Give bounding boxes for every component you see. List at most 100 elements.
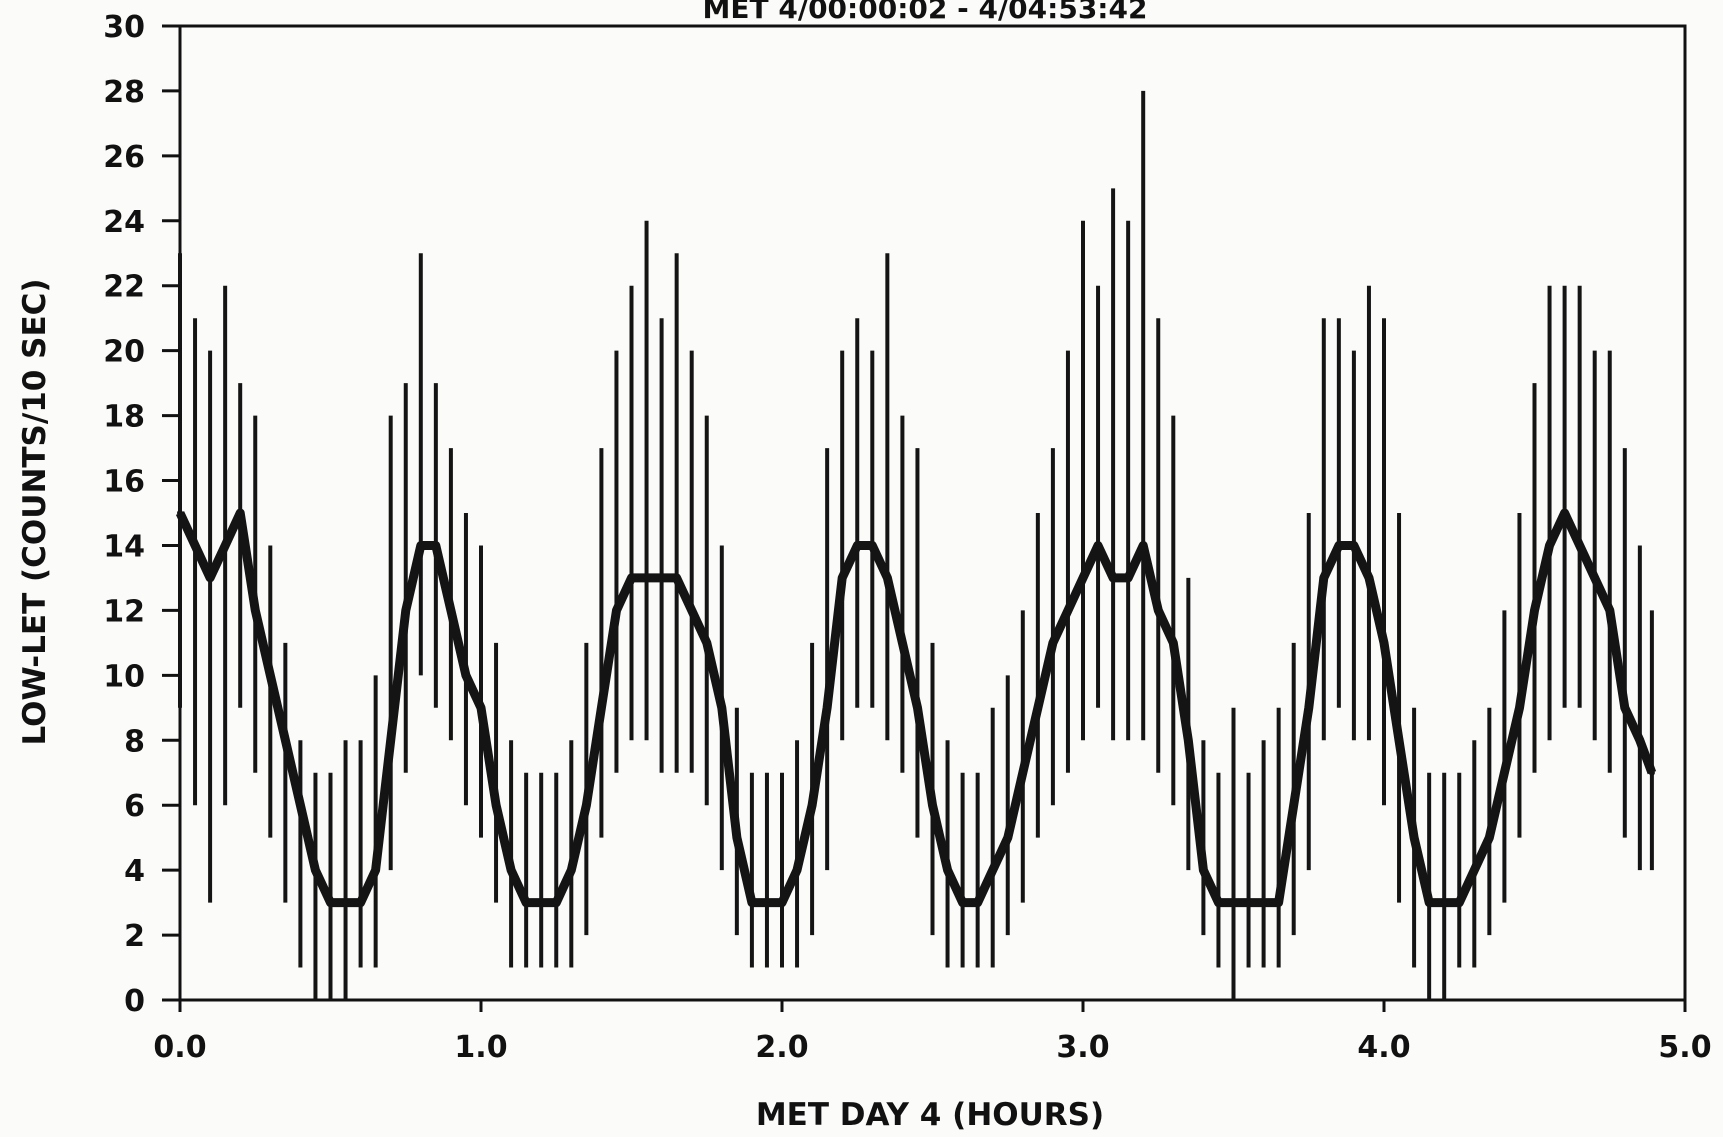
data-point	[432, 542, 439, 549]
data-point	[854, 542, 861, 549]
data-point	[402, 607, 409, 614]
y-tick-label: 30	[103, 10, 145, 45]
x-tick-label: 3.0	[1056, 1030, 1109, 1065]
data-point	[1621, 704, 1628, 711]
y-tick-label: 6	[124, 789, 145, 824]
data-point	[1049, 639, 1056, 646]
data-point	[1185, 737, 1192, 744]
data-point	[312, 867, 319, 874]
data-point	[372, 867, 379, 874]
x-tick-label: 5.0	[1658, 1030, 1711, 1065]
data-point	[1290, 802, 1297, 809]
data-point	[1411, 834, 1418, 841]
y-tick-label: 20	[103, 335, 145, 370]
data-point	[447, 607, 454, 614]
data-point	[1441, 899, 1448, 906]
y-tick-label: 8	[124, 724, 145, 759]
chart-title: MET 4/00:00:02 - 4/04:53:42	[703, 0, 1148, 25]
x-tick-label: 1.0	[454, 1030, 507, 1065]
y-tick-label: 24	[103, 205, 145, 240]
y-tick-label: 28	[103, 75, 145, 110]
data-point	[1320, 574, 1327, 581]
series-layer	[175, 90, 1657, 1000]
data-point	[748, 899, 755, 906]
data-point	[1080, 574, 1086, 581]
data-point	[1110, 574, 1117, 581]
data-point	[959, 899, 966, 906]
data-point	[222, 542, 229, 549]
data-point	[1034, 704, 1041, 711]
y-tick-label: 4	[124, 854, 145, 889]
data-point	[192, 542, 199, 549]
data-point	[1019, 769, 1026, 776]
data-point	[914, 704, 921, 711]
data-point	[1471, 867, 1478, 874]
data-point	[1546, 542, 1553, 549]
data-point	[1516, 704, 1523, 711]
data-point	[493, 802, 500, 809]
data-point	[1004, 834, 1011, 841]
data-point	[733, 834, 740, 841]
data-point	[1350, 542, 1357, 549]
data-point	[1486, 834, 1493, 841]
data-point	[718, 704, 725, 711]
data-point	[1170, 639, 1177, 646]
y-tick-label: 2	[124, 919, 145, 954]
data-point	[1140, 542, 1147, 549]
plot-area: 0.0 1.0 2.0 3.0 4.0 5.0 024681012141618202224…	[103, 10, 1711, 1065]
data-point	[508, 867, 515, 874]
data-point	[523, 899, 530, 906]
data-point	[1200, 867, 1207, 874]
data-point	[899, 639, 906, 646]
data-point	[568, 867, 575, 874]
data-point	[1305, 704, 1312, 711]
data-point	[417, 542, 424, 549]
x-tick-label: 2.0	[755, 1030, 808, 1065]
data-point	[357, 899, 364, 906]
data-point	[1456, 899, 1463, 906]
data-point	[643, 574, 650, 581]
data-point	[297, 802, 304, 809]
data-point	[1125, 574, 1132, 581]
x-tick-label: 0.0	[153, 1030, 206, 1065]
data-point	[1155, 607, 1162, 614]
y-tick-label: 0	[124, 984, 145, 1019]
data-point	[779, 899, 785, 906]
data-point	[1636, 737, 1643, 744]
y-tick-label: 22	[103, 270, 145, 305]
data-point	[538, 899, 545, 906]
y-tick-label: 18	[103, 400, 145, 435]
data-point	[1426, 899, 1433, 906]
data-point	[1606, 607, 1613, 614]
data-point	[809, 802, 816, 809]
y-tick-label: 16	[103, 465, 145, 500]
data-point	[462, 672, 469, 679]
data-point	[673, 574, 680, 581]
y-tick-label: 12	[103, 594, 145, 629]
data-point	[658, 574, 665, 581]
data-point	[703, 639, 710, 646]
data-point	[628, 574, 635, 581]
data-point	[1648, 769, 1655, 776]
y-axis-title: LOW-LET (COUNTS/10 SEC)	[17, 278, 53, 745]
data-point	[1260, 899, 1267, 906]
data-point	[989, 867, 996, 874]
data-point	[1396, 737, 1403, 744]
data-point	[1064, 607, 1071, 614]
data-point	[763, 899, 770, 906]
data-point	[929, 802, 936, 809]
data-point	[237, 510, 244, 516]
data-series	[175, 90, 1657, 1000]
data-point	[974, 899, 981, 906]
y-tick-label: 14	[103, 529, 145, 564]
data-point	[794, 867, 801, 874]
x-axis-title: MET DAY 4 (HOURS)	[756, 1097, 1104, 1133]
data-point	[478, 704, 484, 711]
data-point	[282, 737, 289, 744]
data-point	[1215, 899, 1222, 906]
data-point	[327, 899, 334, 906]
data-point	[1245, 899, 1252, 906]
y-tick-label: 26	[103, 140, 145, 175]
